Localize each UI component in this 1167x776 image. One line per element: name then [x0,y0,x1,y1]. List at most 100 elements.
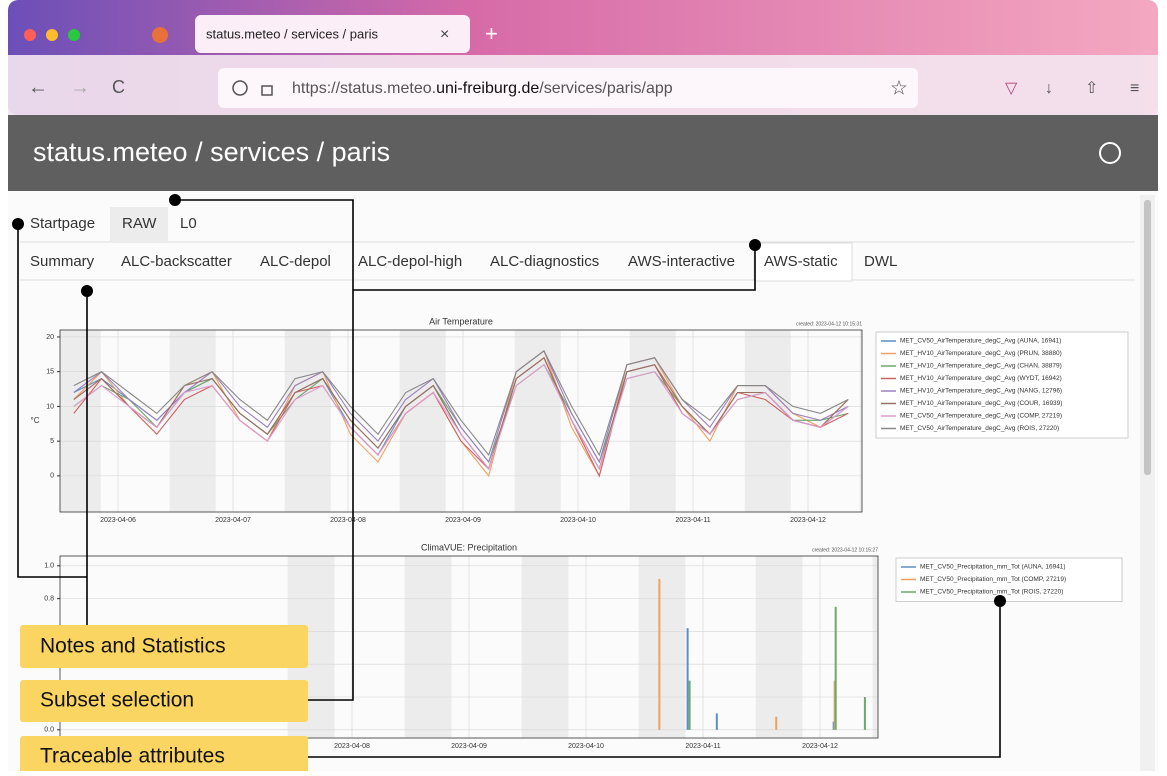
bar [686,628,689,730]
callout-dot [169,194,181,206]
bar [658,578,661,730]
x-tick-label: 2023-04-12 [790,517,826,524]
tab[interactable]: DWL [864,253,897,270]
x-tick-label: 2023-04-06 [100,517,136,524]
series-line [73,349,849,457]
legend-label: MET_CV50_Precipitation_mm_Tot (ROIS, 272… [920,589,1063,596]
callouts: Notes and Statistics Subset selection Tr… [12,194,1006,776]
firefox-icon [152,27,168,43]
extensions-icon[interactable]: ⇧ [1085,80,1098,97]
x-tick-label: 2023-04-10 [568,743,604,750]
callout-line [175,199,354,701]
annotation: Subset selection [40,689,194,712]
y-tick-label: 0.8 [44,595,54,602]
night-band [755,556,803,738]
y-tick-label: 1.0 [44,563,54,570]
app-header [8,115,1158,191]
tab[interactable]: ALC-backscatter [121,253,232,270]
callout-line [353,245,756,291]
x-tick-label: 2023-04-08 [334,743,370,750]
minimize-button[interactable] [46,29,58,41]
close-button[interactable] [24,29,36,41]
tab[interactable]: AWS-static [764,253,838,270]
tab[interactable]: AWS-interactive [628,253,735,270]
annotation-box [20,625,308,668]
legend-label: MET_CV50_AirTemperature_degC_Avg (ROIS, … [900,425,1059,432]
active-tab-bg [753,242,853,282]
legend-label: MET_HV10_AirTemperature_degC_Avg (PRUN, … [900,350,1062,357]
y-tick-label: 20 [46,334,54,341]
tab[interactable]: ALC-depol [260,253,331,270]
url-bar[interactable] [218,68,918,108]
chart-title: Air Temperature [429,316,493,326]
status-indicator [1099,142,1121,164]
tab[interactable]: ALC-depol-high [358,253,462,270]
y-tick-label: 5 [50,438,54,445]
active-tab-bg [110,207,168,242]
reload-button[interactable]: C [112,77,125,97]
zoom-button[interactable] [68,29,80,41]
callout-dot [749,239,761,251]
plot-frame [59,329,863,513]
night-band [169,330,216,512]
url: https://status.meteo.uni-freiburg.de/ser… [292,80,673,97]
series-line [73,363,849,471]
night-band [744,330,791,512]
tab[interactable]: Startpage [30,215,95,232]
bar [688,680,691,730]
tab-title: status.meteo / services / paris [206,26,378,41]
x-tick-label: 2023-04-09 [445,517,481,524]
tab[interactable]: ALC-diagnostics [490,253,599,270]
night-band [638,556,686,738]
download-icon[interactable]: ↓ [1045,80,1053,97]
pocket-icon[interactable]: ▽ [1005,80,1018,97]
scrollbar-thumb[interactable] [1144,200,1151,475]
tab-close[interactable]: × [440,26,449,43]
app-title: status.meteo / services / paris [33,137,390,167]
bar [863,697,866,730]
night-band [859,330,862,512]
shield-icon [232,80,248,96]
chart-title: ClimaVUE: Precipitation [421,542,517,552]
bar [775,716,778,730]
lock-icon [261,85,273,96]
scrollbar[interactable] [1140,195,1155,771]
legend-label: MET_HV10_AirTemperature_degC_Avg (CHAN, … [900,363,1062,370]
bar [834,606,837,730]
night-band [60,330,101,512]
legend-label: MET_CV50_Precipitation_mm_Tot (COMP, 272… [920,576,1066,583]
y-tick-label: 0.0 [44,727,54,734]
night-band [872,556,878,738]
menu-icon[interactable]: ≡ [1130,80,1139,97]
legend-label: MET_HV10_AirTemperature_degC_Avg (WYDT, … [900,375,1062,382]
night-band [521,556,569,738]
tab[interactable]: L0 [180,215,197,232]
tab[interactable]: RAW [122,215,157,232]
series-line [73,349,849,464]
url-domain: uni-freiburg.de [436,80,539,97]
active-tab[interactable] [195,15,470,53]
callout-dot [994,595,1006,607]
url-prefix: https://status.meteo. [292,80,436,97]
legend-box [895,557,1123,602]
back-button[interactable]: ← [28,76,48,98]
bar [715,713,718,730]
x-tick-label: 2023-04-07 [215,517,251,524]
y-tick-label: 0 [50,473,54,480]
tab[interactable]: Summary [30,253,95,270]
bookmark-star[interactable]: ☆ [890,77,908,99]
legend-box [875,331,1129,439]
y-tick-label: 10 [46,403,54,410]
charts: Air Temperature created: 2023-04-12 10:15… [31,316,1129,750]
night-band [404,556,452,738]
annotation: Traceable attributes [40,745,225,768]
new-tab[interactable]: + [485,21,498,46]
night-band [514,330,561,512]
legend-label: MET_HV10_AirTemperature_degC_Avg (COUR, … [900,400,1062,407]
x-tick-label: 2023-04-12 [802,743,838,750]
chart-subtitle: created: 2023-04-12 10:15:27 [812,547,878,553]
annotation: Notes and Statistics [40,635,226,658]
forward-button[interactable]: → [70,76,90,98]
y-axis-label: °C [31,416,40,425]
